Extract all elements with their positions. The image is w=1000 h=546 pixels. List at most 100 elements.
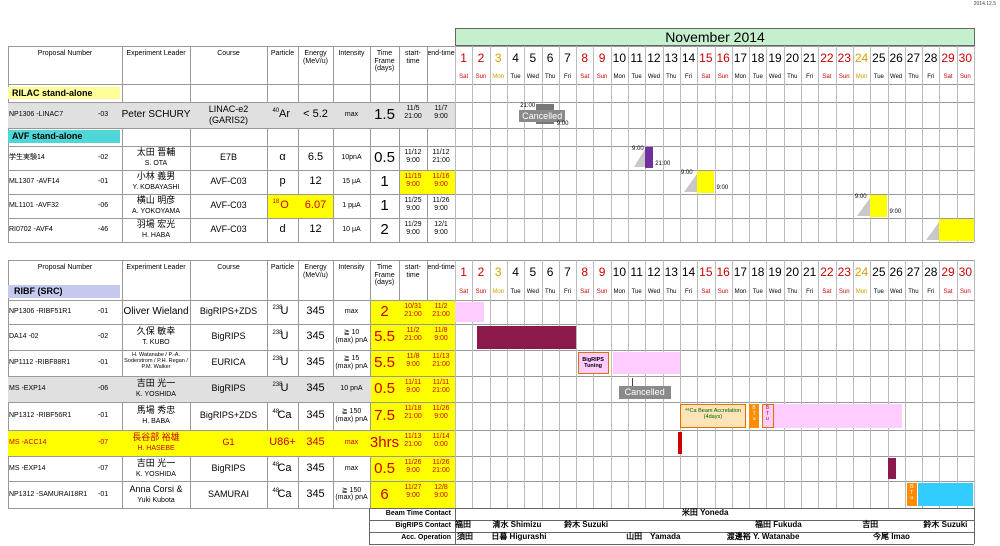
ca-beam-label: ⁴⁸Ca Beam Accrelation (4days) — [684, 408, 741, 421]
column-header: Energy (MeV/u) — [303, 264, 328, 279]
day-number: 23 — [837, 265, 851, 279]
weekday-label: Tue — [510, 74, 521, 80]
ribf-row-1-end: 11/8 9:00 — [434, 327, 448, 342]
day-number: 11 — [630, 51, 643, 65]
day-number: 1 — [460, 51, 467, 65]
ribf-row-7-end: 12/8 9:00 — [434, 484, 448, 499]
weekday-label: Sun — [717, 74, 729, 80]
footer-value: 山田 Yamada — [626, 532, 681, 541]
grid-line — [8, 481, 974, 482]
grid-line — [8, 46, 9, 242]
top-row-0-course-sub: (GARIS2) — [208, 115, 249, 125]
beam-block — [612, 352, 681, 374]
ramp-marker — [683, 174, 697, 192]
day-number: 9 — [598, 265, 606, 279]
weekday-label: Mon — [492, 74, 505, 80]
weekday-label: Sat — [459, 74, 469, 80]
grid-line — [731, 260, 733, 508]
weekday-label: Sun — [838, 289, 850, 295]
grid-line — [714, 260, 716, 508]
weekday-label: Tue — [873, 289, 884, 295]
day-number: 20 — [785, 265, 800, 279]
bigrips-tuning-label: BigRIPS Tuning — [582, 357, 604, 370]
ribf-row-2-particle: U — [280, 356, 289, 368]
grid-line — [974, 508, 975, 544]
ribf-row-0-energy: 345 — [306, 305, 325, 317]
weekday-label: Mon — [855, 74, 868, 80]
grid-line — [662, 260, 664, 508]
ribf-row-1-start: 11/2 21:00 — [404, 327, 422, 342]
ribf-row-0-time-hl — [371, 301, 455, 324]
ribf-row-5-end: 11/14 0:00 — [432, 433, 450, 448]
day-number: 29 — [941, 51, 955, 65]
weekday-label: Thu — [787, 289, 798, 295]
grid-line — [939, 46, 941, 242]
weekday-label: Wed — [647, 74, 661, 80]
weekday-label: Sun — [960, 74, 971, 80]
footer-value: 今尾 Imao — [873, 532, 910, 541]
footer-value: 鈴木 Suzuki — [923, 520, 968, 529]
section-rilac — [8, 87, 120, 99]
column-header: start-time — [405, 50, 421, 65]
grid-line — [506, 46, 508, 242]
grid-line — [369, 508, 974, 509]
arrow-line — [632, 378, 633, 386]
grid-line — [472, 46, 474, 242]
top-row-3-leader: 横山 明彦 — [136, 195, 176, 205]
day-number: 12 — [647, 51, 661, 65]
footer-value: 日暮 Higurashi — [491, 532, 547, 541]
grid-line — [369, 520, 974, 521]
ribf-row-7-course: SAMURAI — [207, 488, 250, 499]
weekday-label: Fri — [563, 74, 571, 80]
btu-block — [749, 404, 760, 428]
day-number: 27 — [906, 265, 921, 279]
grid-line — [939, 260, 941, 508]
top-row-1-course: E7B — [219, 152, 238, 162]
top-row-2-leader: 小林 義男 — [136, 171, 176, 181]
footer-value: 須田 — [457, 532, 473, 541]
day-number: 7 — [564, 265, 571, 279]
footer-value: 福田 Fukuda — [755, 520, 802, 529]
beam-block — [697, 171, 715, 193]
grid-line — [455, 508, 456, 544]
top-row-3-particle: O — [280, 199, 289, 211]
grid-line — [333, 46, 334, 242]
grid-line — [8, 260, 974, 261]
top-row-0-start: 11/5 21:00 — [404, 105, 422, 120]
ribf-row-4-timeframe: 7.5 — [374, 407, 395, 424]
ramp-marker — [926, 222, 940, 240]
grid-line — [8, 402, 974, 403]
ribf-row-6-particle: Ca — [277, 461, 292, 474]
weekday-label: Mon — [734, 289, 747, 295]
ribf-row-6-start: 11/26 9:00 — [404, 459, 422, 474]
day-number: 20 — [785, 51, 800, 65]
weekday-label: Thu — [787, 74, 798, 80]
weekday-label: Tue — [873, 74, 884, 80]
grid-line — [783, 46, 785, 242]
ribf-row-3-course: BigRIPS — [211, 383, 246, 393]
day-number: 15 — [699, 51, 713, 65]
footer-label: BigRIPS Contact — [395, 522, 451, 529]
column-header: Proposal Number — [37, 50, 93, 57]
top-row-3-proposal: ML1101 -AVF32 — [9, 202, 59, 209]
day-number: 7 — [564, 51, 571, 65]
grid-line — [801, 46, 802, 242]
day-number: 18 — [751, 265, 765, 279]
weekday-label: Tue — [510, 289, 521, 295]
grid-line — [8, 102, 974, 103]
ribf-row-1-energy: 345 — [306, 330, 325, 342]
day-number: 9 — [598, 51, 606, 65]
grid-line — [835, 46, 837, 242]
grid-line — [455, 260, 456, 508]
weekday-label: Sun — [475, 289, 487, 295]
ribf-row-2-particle-mass: 238 — [272, 356, 283, 362]
top-row-3-energy: 6.07 — [304, 199, 327, 211]
ribf-row-0-leader: Oliver Wieland — [123, 306, 189, 317]
column-header: start-time — [405, 264, 421, 279]
day-number: 22 — [820, 51, 834, 65]
top-row-2-particle: p — [279, 175, 286, 187]
grid-line — [267, 46, 268, 242]
day-number: 1 — [460, 265, 467, 279]
weekday-label: Fri — [927, 74, 935, 80]
day-number: 14 — [681, 51, 696, 65]
